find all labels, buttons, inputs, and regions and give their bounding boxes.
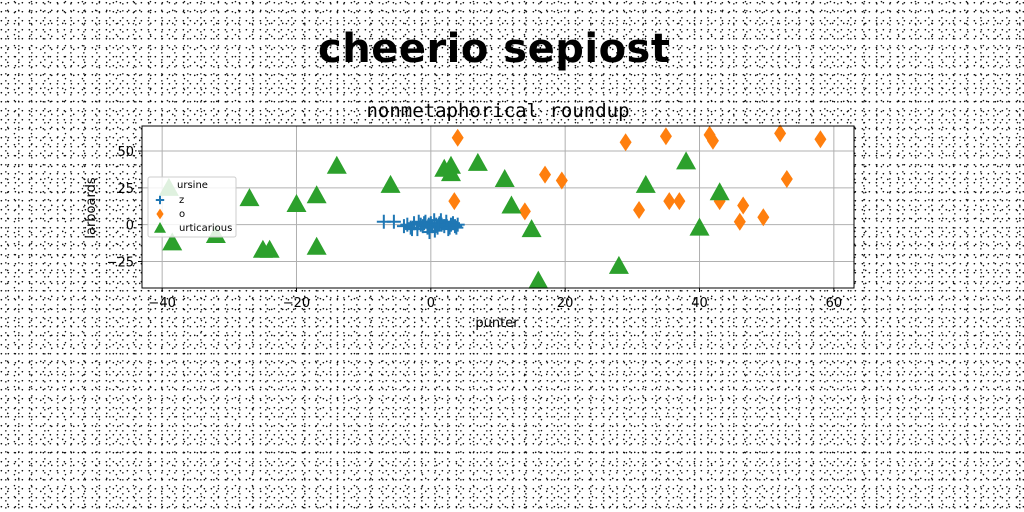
point-z bbox=[449, 220, 464, 235]
point-z bbox=[422, 225, 437, 240]
point-urticarious bbox=[467, 152, 488, 171]
series-z bbox=[376, 213, 465, 240]
point-z bbox=[396, 219, 411, 234]
point-o bbox=[663, 192, 676, 211]
point-urticarious bbox=[521, 219, 542, 238]
x-tick-label: 60 bbox=[826, 296, 843, 311]
point-o bbox=[448, 192, 461, 211]
point-urticarious bbox=[259, 239, 280, 258]
y-axis-label: larboards bbox=[84, 177, 99, 238]
headline-title: cheerio sepiost bbox=[318, 26, 671, 72]
point-o bbox=[539, 165, 552, 184]
point-urticarious bbox=[306, 236, 327, 255]
grid bbox=[142, 126, 854, 288]
point-z bbox=[450, 217, 465, 232]
point-o bbox=[555, 171, 568, 190]
y-tick-label: 50 bbox=[117, 145, 134, 160]
point-z bbox=[155, 195, 165, 205]
legend-label-urticarious: urticarious bbox=[179, 223, 232, 234]
point-o bbox=[814, 130, 827, 149]
point-urticarious bbox=[709, 182, 730, 201]
point-z bbox=[411, 214, 426, 229]
point-urticarious bbox=[286, 194, 307, 213]
point-o bbox=[780, 170, 793, 189]
point-urticarious bbox=[154, 222, 166, 233]
point-z bbox=[431, 217, 446, 232]
series-o bbox=[448, 124, 827, 231]
point-urticarious bbox=[440, 163, 461, 182]
point-urticarious bbox=[326, 155, 347, 174]
y-tick-label: 0 bbox=[126, 219, 134, 234]
point-o bbox=[619, 133, 632, 152]
point-urticarious bbox=[676, 151, 697, 170]
point-urticarious bbox=[162, 232, 183, 251]
point-o bbox=[774, 124, 787, 143]
legend-label-z: z bbox=[179, 195, 184, 206]
point-z bbox=[386, 214, 401, 229]
point-urticarious bbox=[306, 185, 327, 204]
point-o bbox=[659, 127, 672, 146]
y-tick-label: 25 bbox=[117, 182, 134, 197]
legend-title: ursine bbox=[177, 180, 208, 191]
point-urticarious bbox=[501, 195, 522, 214]
point-urticarious bbox=[494, 169, 515, 188]
point-urticarious bbox=[608, 255, 629, 274]
point-urticarious bbox=[239, 188, 260, 207]
point-urticarious bbox=[380, 174, 401, 193]
x-tick-label: −40 bbox=[148, 296, 175, 311]
point-o bbox=[451, 128, 464, 147]
x-axis-label: punter bbox=[475, 316, 519, 331]
x-tick-label: 0 bbox=[427, 296, 435, 311]
x-tick-label: 40 bbox=[691, 296, 708, 311]
point-o bbox=[633, 200, 646, 219]
point-urticarious bbox=[689, 217, 710, 236]
point-o bbox=[706, 131, 719, 150]
legend: ursine zo urticarious bbox=[147, 176, 237, 238]
point-o bbox=[737, 196, 750, 215]
plot-frame bbox=[141, 125, 855, 289]
legend-label-o: o bbox=[179, 209, 185, 220]
x-tick-label: 20 bbox=[557, 296, 574, 311]
chart-title: nonmetaphorical roundup bbox=[366, 100, 629, 122]
point-z bbox=[405, 222, 420, 237]
point-urticarious bbox=[635, 174, 656, 193]
point-o bbox=[156, 208, 164, 220]
legend-frame bbox=[147, 176, 237, 238]
y-tick-label: −25 bbox=[107, 255, 134, 270]
point-o bbox=[518, 202, 531, 221]
point-o bbox=[673, 192, 686, 211]
x-tick-label: −20 bbox=[283, 296, 310, 311]
ticks: −40 −20 0 20 40 60 −25 0 25 50 bbox=[107, 145, 843, 311]
point-urticarious bbox=[528, 270, 549, 289]
point-o bbox=[757, 208, 770, 227]
point-o bbox=[733, 212, 746, 231]
